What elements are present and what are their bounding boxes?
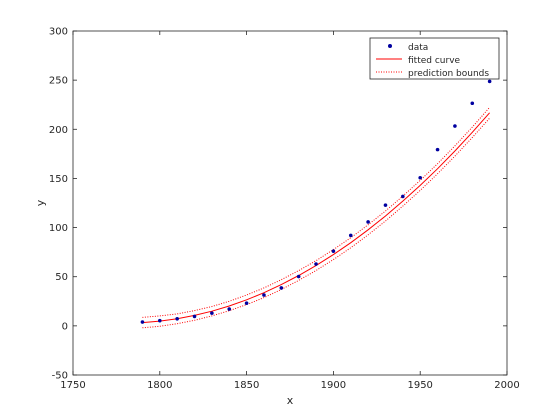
data-point (210, 311, 214, 315)
y-tick-label: 250 (49, 76, 68, 87)
legend-marker-data (388, 44, 392, 48)
legend: data fitted curve prediction bounds (369, 37, 500, 80)
legend-label-data: data (408, 43, 428, 53)
plot-area (72, 30, 508, 376)
x-tick-label: 1750 (60, 380, 85, 391)
y-tick-label: 200 (49, 125, 68, 136)
data-point (383, 203, 388, 207)
data-point (140, 320, 145, 324)
y-tick-label: -50 (52, 371, 68, 382)
x-tick-label: 1900 (321, 380, 346, 391)
data-point (453, 124, 457, 128)
data-point (192, 314, 197, 319)
x-axis-label: x (287, 394, 294, 407)
data-point (175, 316, 179, 321)
data-point (435, 147, 440, 152)
y-tick-label: 150 (49, 174, 68, 185)
y-tick-label: 50 (55, 272, 68, 283)
y-tick-label: 100 (49, 223, 68, 234)
data-point (314, 262, 318, 266)
data-point (418, 175, 423, 180)
x-tick-label: 1850 (234, 380, 259, 391)
y-tick-label: 0 (62, 321, 68, 332)
data-point (331, 249, 336, 253)
data-point (227, 307, 232, 311)
y-axis-ticks: -50 0 50 100 150 200 250 300 (49, 27, 507, 382)
legend-label-fit: fitted curve (408, 56, 461, 66)
data-point (296, 274, 301, 279)
x-tick-label: 2000 (494, 380, 519, 391)
legend-label-bounds: prediction bounds (408, 69, 489, 79)
data-point (262, 293, 266, 297)
data-point (348, 233, 353, 238)
data-point (487, 79, 492, 84)
plot-series (140, 79, 492, 329)
y-axis-label: y (34, 199, 47, 206)
data-point (244, 301, 249, 305)
data-point (158, 318, 162, 323)
y-tick-label: 300 (49, 27, 68, 38)
x-tick-label: 1800 (147, 380, 172, 391)
data-point (279, 286, 284, 290)
x-axis-ticks: 1750 1800 1850 1900 1950 2000 (60, 31, 520, 391)
x-tick-label: 1950 (407, 380, 432, 391)
data-point (470, 101, 475, 106)
data-point (366, 220, 370, 224)
data-point (401, 194, 405, 199)
